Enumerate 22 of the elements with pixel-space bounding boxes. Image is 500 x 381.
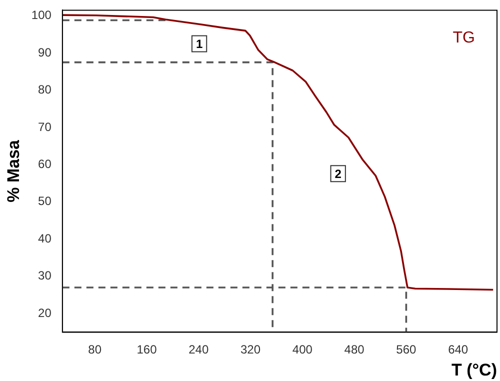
y-tick-label: 80 (38, 82, 52, 97)
y-tick-label: 30 (38, 268, 52, 283)
y-tick-label: 20 (38, 306, 52, 320)
y-axis-title: % Masa (4, 139, 23, 202)
y-tick-label: 50 (38, 194, 52, 208)
x-tick-label: 480 (344, 342, 365, 357)
x-axis-title: T (°C) (451, 360, 497, 380)
x-tick-label: 640 (448, 342, 468, 357)
y-tick-label: 70 (38, 120, 52, 134)
x-tick-label: 400 (292, 342, 313, 357)
x-tick-label: 240 (188, 342, 209, 357)
annotation: 1 (196, 37, 203, 52)
x-tick-label: 320 (240, 342, 261, 357)
y-tick-label: 40 (38, 231, 52, 246)
annotation: 2 (334, 166, 342, 181)
x-tick-label: 560 (396, 342, 417, 357)
y-tick-label: 60 (38, 157, 52, 171)
annotation: TG (452, 30, 475, 47)
y-tick-label: 100 (31, 8, 52, 22)
y-tick-label: 90 (38, 45, 52, 60)
x-tick-label: 80 (88, 342, 102, 357)
x-tick-label: 160 (136, 342, 158, 357)
